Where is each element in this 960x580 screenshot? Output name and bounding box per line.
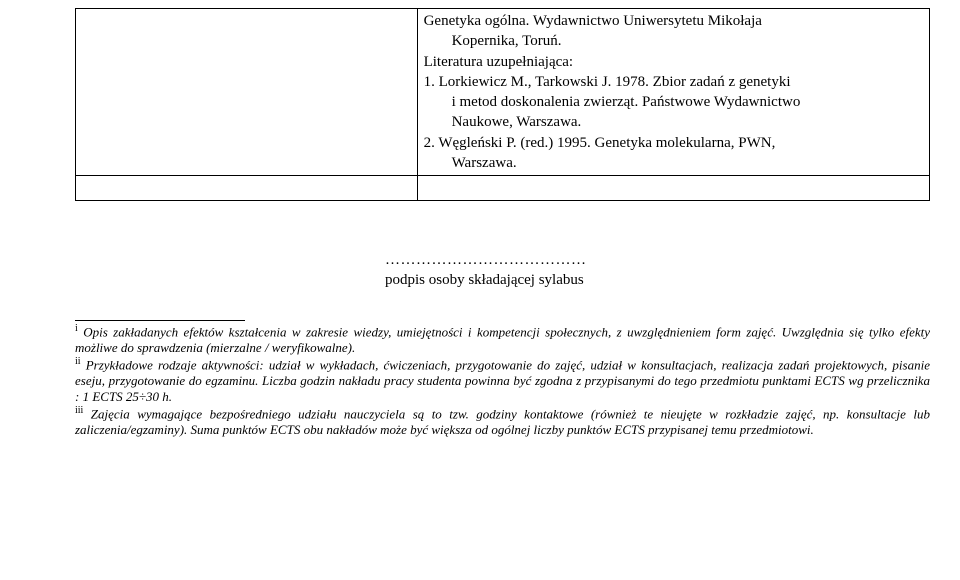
text-line: Genetyka ogólna. Wydawnictwo Uniwersytet… [424, 13, 762, 29]
footnote-text: Zajęcia wymagające bezpośredniego udział… [75, 407, 930, 438]
text-line: Warszawa. [452, 155, 517, 171]
literature-item: Genetyka ogólna. Wydawnictwo Uniwersytet… [424, 11, 923, 52]
footnote-3: iii Zajęcia wymagające bezpośredniego ud… [75, 405, 930, 438]
footnote-text: Opis zakładanych efektów kształcenia w z… [75, 325, 930, 356]
text-line: 1. Lorkiewicz M., Tarkowski J. 1978. Zbi… [424, 74, 791, 90]
literature-table: Genetyka ogólna. Wydawnictwo Uniwersytet… [75, 8, 930, 201]
literature-item: 1. Lorkiewicz M., Tarkowski J. 1978. Zbi… [424, 72, 923, 133]
footnote-1: i Opis zakładanych efektów kształcenia w… [75, 323, 930, 356]
text-line: Kopernika, Toruń. [452, 33, 562, 49]
footnotes-block: i Opis zakładanych efektów kształcenia w… [75, 321, 930, 438]
table-row [76, 176, 930, 201]
table-cell-left [76, 9, 418, 176]
table-cell-right-empty [417, 176, 929, 201]
footnote-2: ii Przykładowe rodzaje aktywności: udzia… [75, 356, 930, 405]
table-cell-left-empty [76, 176, 418, 201]
text-line: i metod doskonalenia zwierząt. Państwowe… [452, 94, 801, 110]
footnote-text: Przykładowe rodzaje aktywności: udział w… [75, 358, 930, 405]
table-cell-right: Genetyka ogólna. Wydawnictwo Uniwersytet… [417, 9, 929, 176]
table-row: Genetyka ogólna. Wydawnictwo Uniwersytet… [76, 9, 930, 176]
signature-dots: ………………………………… [385, 251, 930, 271]
signature-block: ………………………………… podpis osoby składającej s… [385, 251, 930, 290]
text-line: 2. Węgleński P. (red.) 1995. Genetyka mo… [424, 135, 776, 151]
literature-item: 2. Węgleński P. (red.) 1995. Genetyka mo… [424, 133, 923, 174]
document-page: Genetyka ogólna. Wydawnictwo Uniwersytet… [0, 0, 960, 453]
signature-label: podpis osoby składającej sylabus [385, 271, 930, 291]
text-line: Naukowe, Warszawa. [452, 114, 582, 130]
literature-heading: Literatura uzupełniająca: [424, 52, 923, 72]
